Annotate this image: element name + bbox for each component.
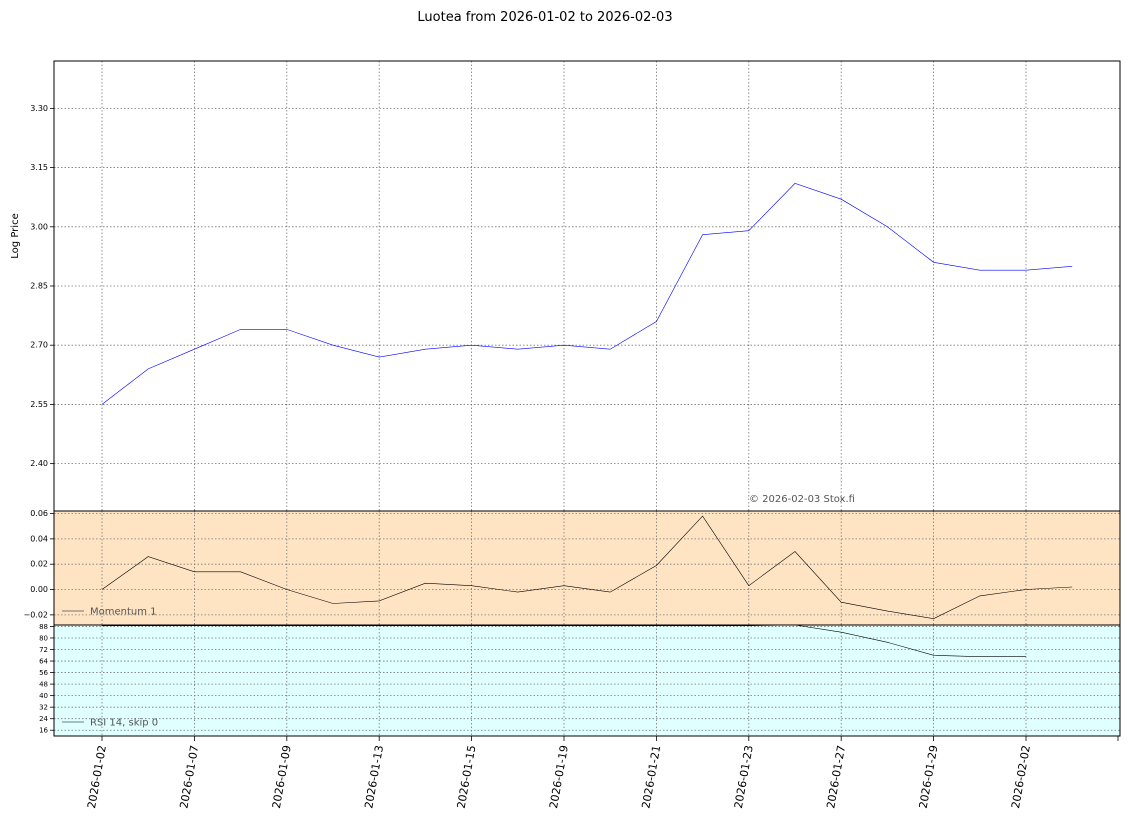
legend-label: Momentum 1	[90, 607, 157, 618]
y-axis-label: Log Price	[10, 213, 21, 258]
y-tick-label: 56	[39, 669, 48, 677]
x-tick-label: 2026-01-21	[639, 744, 663, 809]
x-tick-label: 2026-01-23	[732, 744, 756, 809]
x-tick-label: 2026-01-02	[85, 744, 109, 809]
x-tick-label: 2026-01-07	[177, 744, 201, 809]
copyright-text: © 2026-02-03 Stox.fi	[749, 494, 855, 505]
x-tick-label: 2026-01-27	[824, 744, 848, 809]
y-tick-label: 40	[39, 692, 48, 700]
y-tick-label: 0.02	[30, 560, 48, 569]
y-tick-label: 2.40	[30, 459, 48, 468]
series-line	[101, 515, 1073, 620]
y-tick-label: 64	[39, 658, 48, 666]
y-tick-label: 32	[39, 704, 48, 712]
y-tick-label: 2.85	[30, 282, 48, 291]
chart-title: Luotea from 2026-01-02 to 2026-02-03	[417, 10, 672, 25]
y-tick-label: 2.55	[30, 400, 48, 409]
x-tick-label: 2026-01-29	[917, 744, 941, 809]
y-tick-label: 3.00	[30, 222, 48, 231]
price-panel: 2.40 2.55 2.70 2.85 3.00 3.15 3.30 Log Price	[10, 60, 1121, 512]
y-tick-label: −0.02	[23, 610, 48, 619]
x-tick-label: 2026-01-19	[547, 744, 571, 809]
y-tick-label: 24	[39, 715, 48, 723]
y-tick-label: 3.30	[30, 104, 48, 113]
y-tick-label: 2.70	[30, 341, 48, 350]
momentum-panel: −0.02 0.00 0.02 0.04 0.06 Momentum 1	[23, 509, 1121, 626]
y-tick-label: 72	[39, 646, 48, 654]
panel-background	[54, 625, 1120, 736]
y-tick-label: 3.15	[30, 163, 48, 172]
series-line	[101, 183, 1073, 405]
panel-frame	[53, 624, 1121, 737]
y-tick-label: 0.00	[30, 585, 48, 594]
x-tick-label: 2026-02-02	[1009, 744, 1033, 809]
y-tick-label: 16	[39, 727, 48, 735]
x-tick-label: 2026-01-13	[362, 744, 386, 809]
rsi-panel: 16 24 32 40 48 56 64 72 80 88 RSI 14, skip 0	[39, 623, 1121, 737]
y-tick-label: 0.04	[30, 534, 48, 543]
series-line	[102, 624, 1026, 658]
x-tick-label: 2026-01-15	[455, 744, 479, 809]
x-axis: 2026-01-02 2026-01-07 2026-01-09 2026-01-13…	[85, 736, 1119, 809]
y-tick-label: 80	[39, 634, 48, 642]
y-tick-label: 0.06	[30, 509, 48, 518]
legend-label: RSI 14, skip 0	[90, 718, 158, 729]
x-tick-label: 2026-01-09	[270, 744, 294, 809]
y-tick-label: 48	[39, 681, 48, 689]
panel-background	[54, 511, 1120, 625]
y-tick-label: 88	[39, 623, 48, 631]
